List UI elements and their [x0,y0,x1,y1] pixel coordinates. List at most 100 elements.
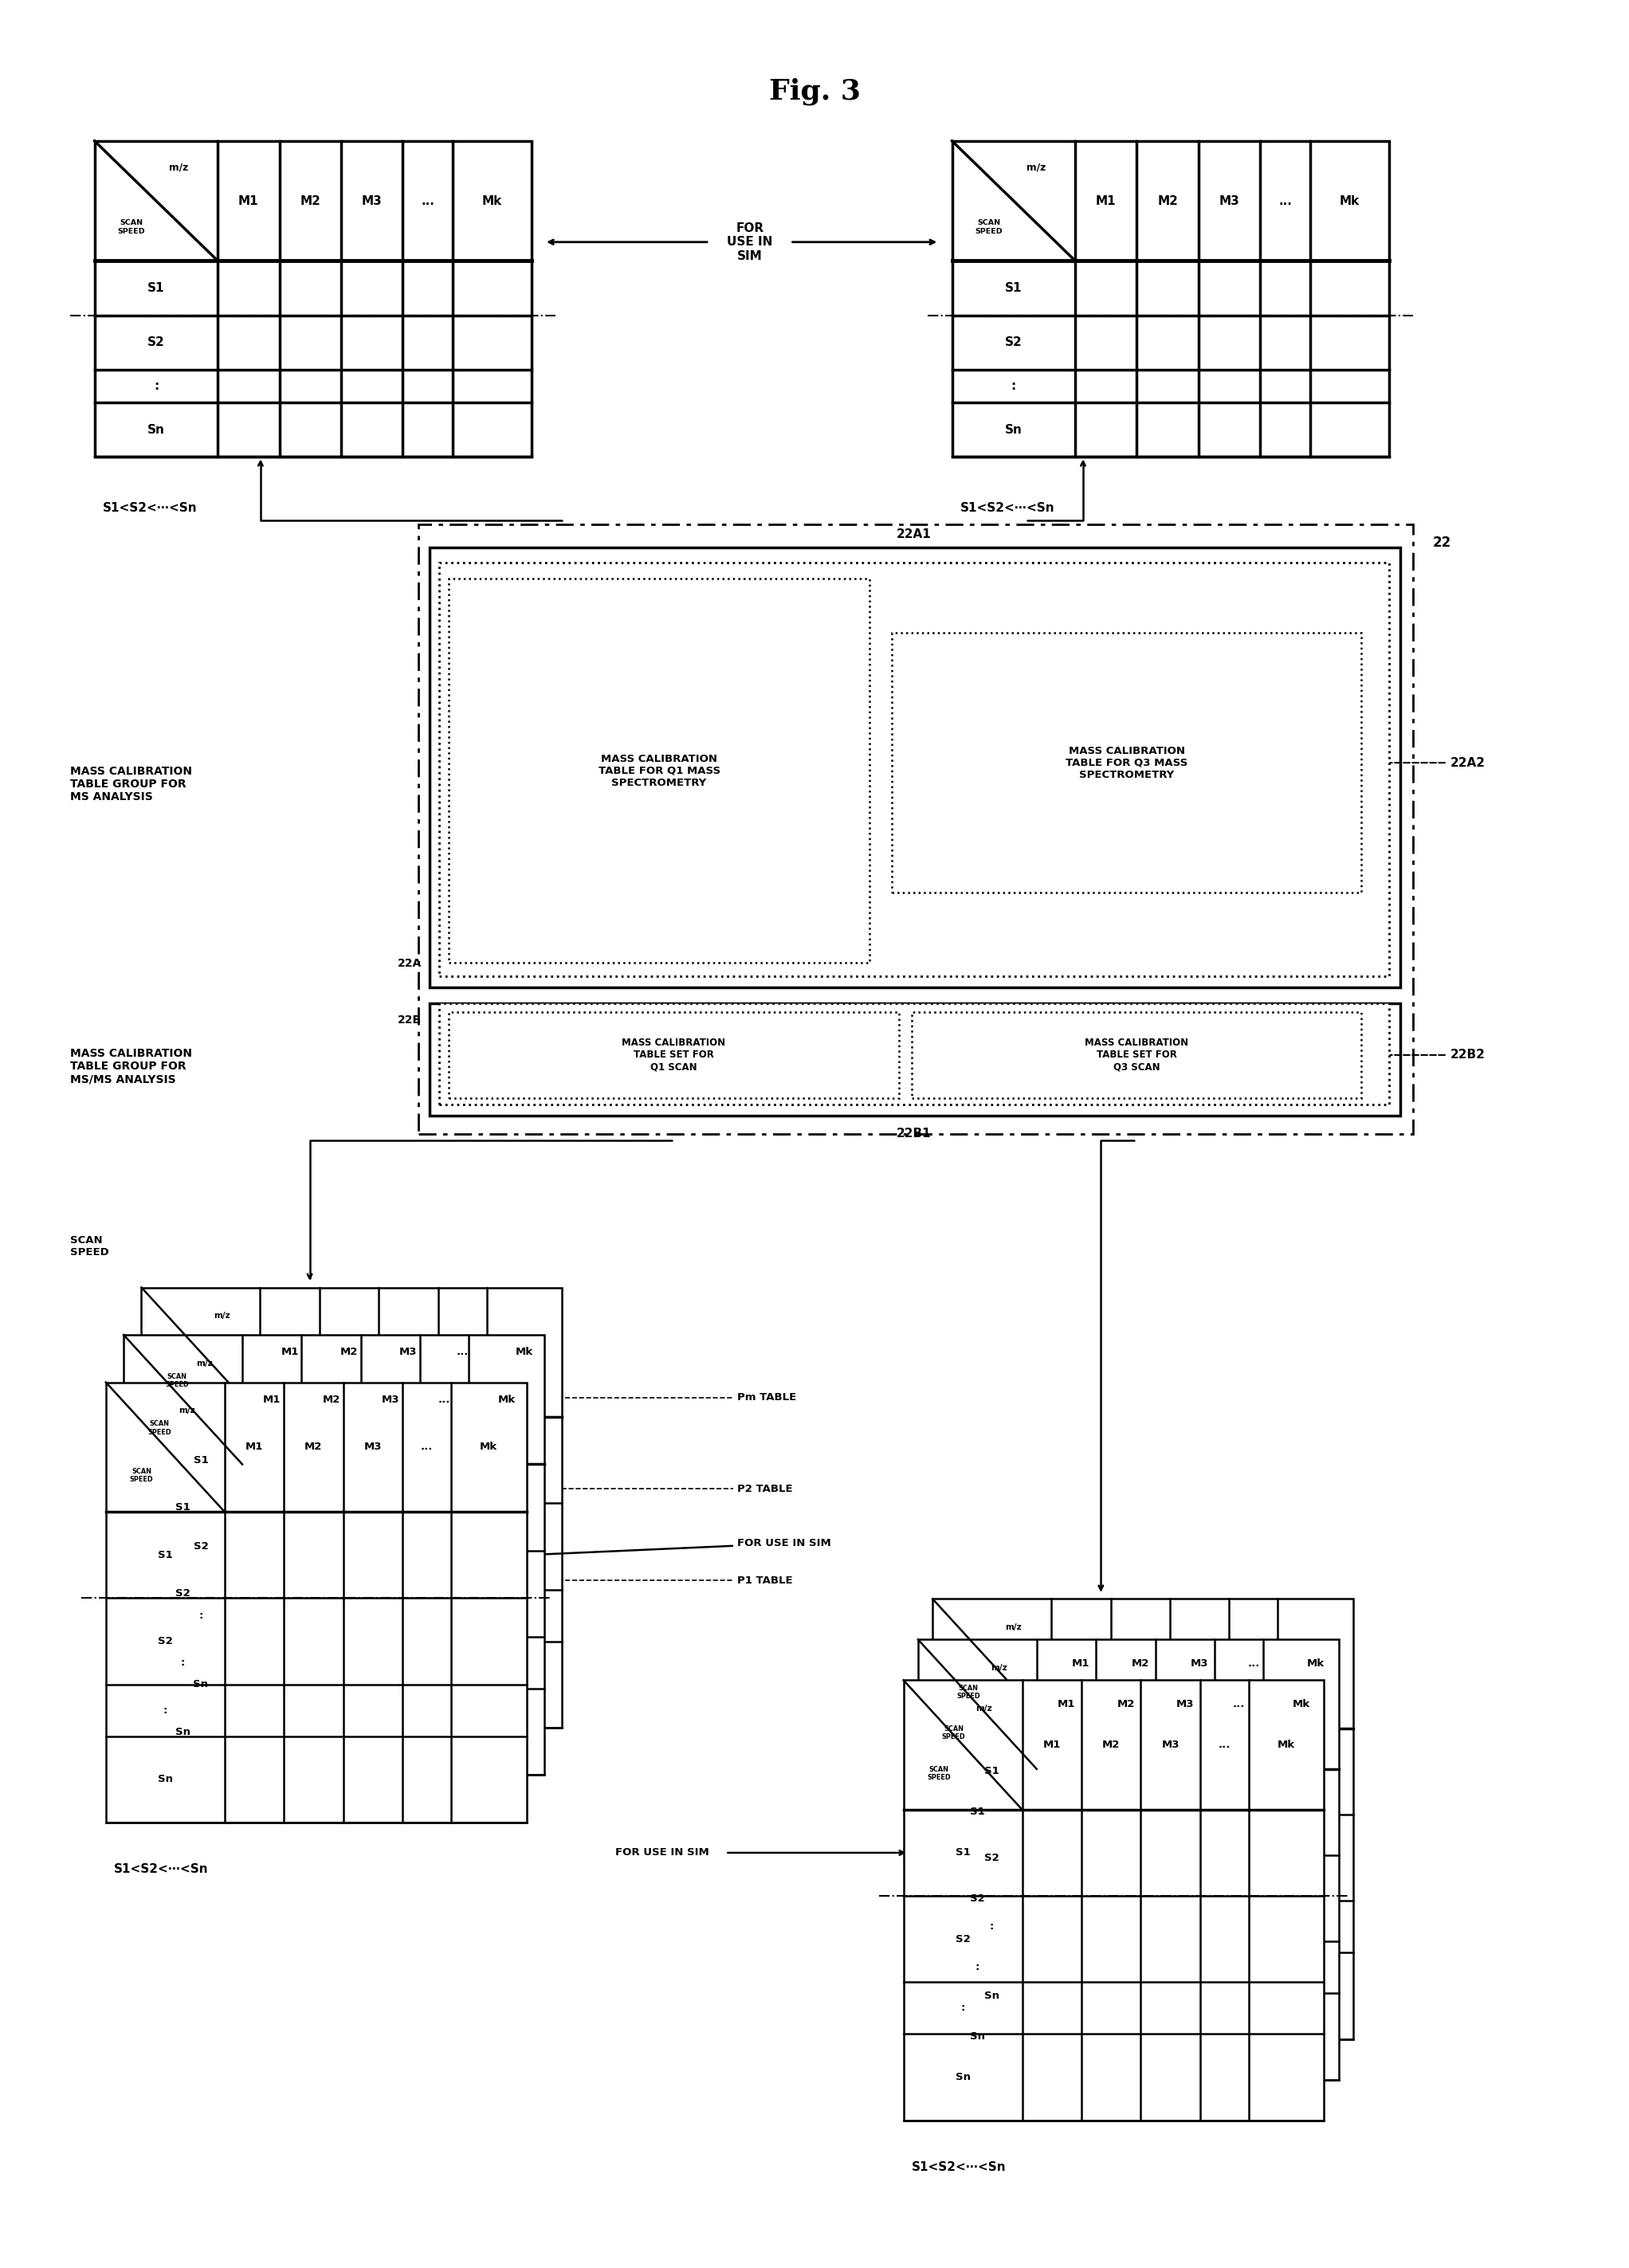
Bar [919,1640,1339,2080]
Text: M3: M3 [1176,1699,1194,1710]
Text: Sn: Sn [194,1678,209,1690]
Text: Mk: Mk [1292,1699,1310,1710]
Text: SCAN
SPEED: SCAN SPEED [927,1767,951,1780]
Text: SCAN
SPEED: SCAN SPEED [70,1236,109,1259]
Bar [912,1012,1362,1098]
Text: S2: S2 [955,1935,971,1944]
Text: S1: S1 [969,1808,986,1817]
Text: :: : [990,1921,994,1932]
Text: S2: S2 [148,336,165,349]
Text: FOR
USE IN
SIM: FOR USE IN SIM [727,222,772,261]
Text: M3: M3 [381,1395,399,1404]
Text: M2: M2 [1117,1699,1134,1710]
Text: S1: S1 [1005,281,1021,295]
Bar [904,1681,1324,2121]
Text: 22B1: 22B1 [896,1127,932,1139]
Text: FOR USE IN SIM: FOR USE IN SIM [536,1538,831,1556]
Bar [430,547,1401,987]
Text: :: : [976,1962,979,1973]
Bar [450,1012,899,1098]
Text: Mk: Mk [498,1395,515,1404]
Text: Pm TABLE: Pm TABLE [736,1393,797,1402]
Text: Sn: Sn [1005,424,1023,435]
Text: SCAN
SPEED: SCAN SPEED [976,220,1003,236]
Text: MASS CALIBRATION
TABLE GROUP FOR
MS/MS ANALYSIS: MASS CALIBRATION TABLE GROUP FOR MS/MS A… [70,1048,192,1084]
Text: Sn: Sn [969,2032,986,2041]
Text: :: : [199,1610,204,1622]
Text: :: : [961,2003,964,2014]
Text: M1: M1 [238,195,259,206]
Text: S2: S2 [194,1542,209,1551]
Text: Mk: Mk [1306,1658,1324,1669]
Text: m/z: m/z [1005,1624,1021,1631]
Text: 22B: 22B [397,1014,422,1025]
Text: M3: M3 [399,1347,417,1356]
Text: M2: M2 [323,1395,340,1404]
Text: M3: M3 [363,1442,381,1452]
Text: MASS CALIBRATION
TABLE FOR Q1 MASS
SPECTROMETRY: MASS CALIBRATION TABLE FOR Q1 MASS SPECT… [598,753,720,787]
Text: :: : [1012,381,1016,392]
Text: P2 TABLE: P2 TABLE [736,1483,792,1495]
Text: S2: S2 [1005,336,1023,349]
Text: P1 TABLE: P1 TABLE [736,1576,792,1585]
Text: Mk: Mk [515,1347,533,1356]
Text: m/z: m/z [990,1665,1007,1672]
Text: S1: S1 [158,1549,173,1560]
Text: S2: S2 [158,1635,173,1647]
Text: ...: ... [1233,1699,1245,1710]
Text: MASS CALIBRATION
TABLE SET FOR
Q1 SCAN: MASS CALIBRATION TABLE SET FOR Q1 SCAN [622,1039,725,1073]
Text: MASS CALIBRATION
TABLE FOR Q3 MASS
SPECTROMETRY: MASS CALIBRATION TABLE FOR Q3 MASS SPECT… [1065,746,1188,780]
Text: SCAN
SPEED: SCAN SPEED [942,1726,966,1740]
Bar [440,562,1390,975]
Text: M1: M1 [246,1442,262,1452]
Text: M3: M3 [1218,195,1240,206]
Text: M2: M2 [305,1442,323,1452]
Text: Sn: Sn [147,424,165,435]
Text: S1<S2<⋯<Sn: S1<S2<⋯<Sn [912,2161,1007,2173]
Bar [893,633,1362,894]
Text: M2: M2 [1103,1740,1121,1751]
Text: M2: M2 [1157,195,1178,206]
Text: ...: ... [1279,195,1292,206]
Text: M2: M2 [340,1347,358,1356]
Text: Mk: Mk [482,195,502,206]
Bar [419,524,1412,1134]
Text: M3: M3 [1191,1658,1209,1669]
Text: M1: M1 [1043,1740,1060,1751]
Text: S1: S1 [176,1501,191,1513]
Text: ...: ... [456,1347,469,1356]
Text: MASS CALIBRATION
TABLE SET FOR
Q3 SCAN: MASS CALIBRATION TABLE SET FOR Q3 SCAN [1085,1039,1188,1073]
Text: Mk: Mk [1339,195,1360,206]
Bar [951,141,1390,456]
Text: :: : [163,1706,168,1715]
Text: M1: M1 [262,1395,280,1404]
Text: S2: S2 [969,1894,986,1903]
Text: SCAN
SPEED: SCAN SPEED [148,1420,171,1436]
Text: m/z: m/z [195,1359,213,1368]
Text: Mk: Mk [1277,1740,1295,1751]
Text: M1: M1 [280,1347,298,1356]
Text: m/z: m/z [1026,161,1046,172]
Text: SCAN
SPEED: SCAN SPEED [165,1372,189,1388]
Text: S1: S1 [148,281,165,295]
Text: 22A2: 22A2 [1450,758,1486,769]
Text: SCAN
SPEED: SCAN SPEED [117,220,145,236]
Text: M2: M2 [300,195,321,206]
Text: 22A1: 22A1 [896,528,932,540]
Text: SCAN
SPEED: SCAN SPEED [130,1467,153,1483]
Text: m/z: m/z [169,161,187,172]
Text: FOR USE IN SIM: FOR USE IN SIM [616,1848,709,1857]
Text: m/z: m/z [213,1311,230,1320]
Bar [450,578,870,962]
Text: SCAN
SPEED: SCAN SPEED [956,1685,981,1699]
Text: S1<S2<⋯<Sn: S1<S2<⋯<Sn [959,501,1054,515]
Text: M1: M1 [1057,1699,1075,1710]
Text: m/z: m/z [976,1706,992,1712]
Text: S2: S2 [984,1853,1000,1862]
Text: S1<S2<⋯<Sn: S1<S2<⋯<Sn [103,501,197,515]
Text: S2: S2 [176,1588,191,1599]
Text: ...: ... [420,195,435,206]
Text: Mk: Mk [481,1442,497,1452]
Text: Sn: Sn [158,1774,173,1785]
Text: m/z: m/z [178,1406,195,1415]
